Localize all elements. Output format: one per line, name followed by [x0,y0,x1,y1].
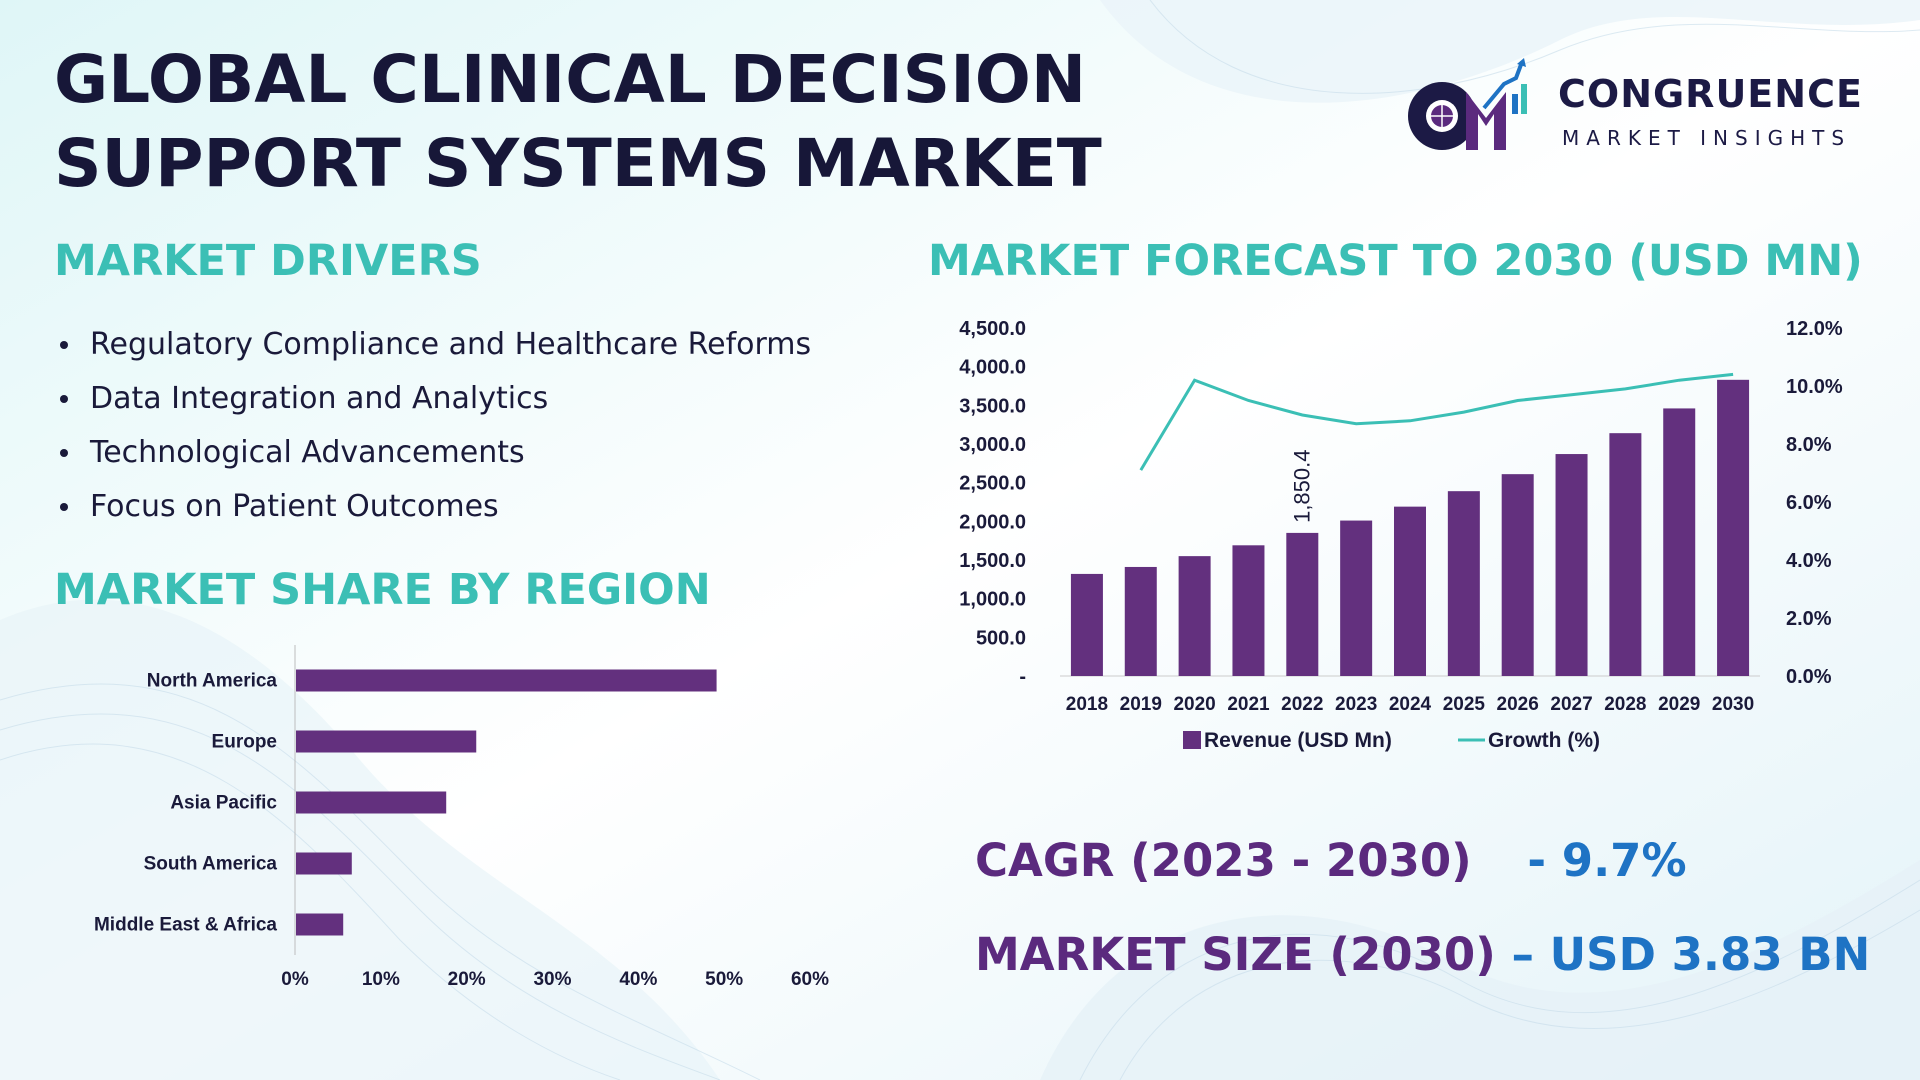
forecast-chart: - 500.0 1,000.0 1,500.0 2,000.0 2,500.0 3,000.… [959,318,1843,752]
driver-text: Technological Advancements [90,435,525,470]
driver-text: Focus on Patient Outcomes [90,489,499,524]
forecast-x-tick-label: 2030 [1712,694,1754,715]
forecast-x-tick-label: 2023 [1335,694,1377,715]
forecast-x-tick-label: 2018 [1066,694,1108,715]
forecast-data-label: 1,850.4 [1289,449,1314,522]
list-item: Data Integration and Analytics [54,372,811,426]
forecast-heading: MARKET FORECAST TO 2030 (USD MN) [928,236,1863,286]
forecast-x-tick-label: 2019 [1120,694,1162,715]
forecast-revenue-bar [1340,520,1373,676]
region-bar [296,791,447,814]
region-share-chart: North America Europe Asia Pacific South Ame… [94,645,829,990]
drivers-heading: MARKET DRIVERS [54,236,482,286]
logo-mark-icon [1408,58,1527,150]
bullet-icon [60,449,68,457]
region-x-tick-label: 40% [619,969,657,990]
forecast-right-tick-label: 6.0% [1786,492,1832,514]
forecast-left-tick-label: 1,500.0 [959,550,1026,572]
region-x-tick-label: 60% [791,969,829,990]
bullet-icon [60,503,68,511]
legend-revenue-label: Revenue (USD Mn) [1204,729,1392,752]
region-category-label: Asia Pacific [170,793,277,814]
forecast-x-tick-label: 2026 [1497,694,1539,715]
forecast-revenue-bar [1609,433,1642,676]
forecast-left-tick-label: 500.0 [976,627,1026,649]
forecast-revenue-bar [1501,474,1534,676]
forecast-right-tick-label: 0.0% [1786,666,1832,688]
page-title-line-2: SUPPORT SYSTEMS MARKET [54,125,1102,202]
list-item: Regulatory Compliance and Healthcare Ref… [54,318,811,372]
forecast-x-tick-label: 2024 [1389,694,1432,715]
forecast-left-tick-label: 3,000.0 [959,434,1026,456]
logo-subtitle: MARKET INSIGHTS [1562,126,1852,150]
forecast-revenue-bar [1447,491,1480,676]
forecast-right-tick-label: 10.0% [1786,376,1843,398]
forecast-right-tick-label: 2.0% [1786,608,1832,630]
market-size-value: – USD 3.83 BN [1511,928,1871,981]
forecast-revenue-bar [1286,532,1319,676]
list-item: Focus on Patient Outcomes [54,480,811,534]
region-category-label: North America [147,671,278,692]
region-bar [296,669,717,692]
forecast-left-tick-label: 4,000.0 [959,357,1026,379]
legend-growth-label: Growth (%) [1488,729,1600,752]
region-x-tick-label: 0% [281,969,309,990]
region-category-label: Europe [212,732,277,753]
region-category-label: South America [144,854,278,875]
forecast-x-tick-label: 2027 [1550,694,1592,715]
forecast-left-tick-label: 1,000.0 [959,589,1026,611]
region-bar [296,730,477,753]
cagr-label: CAGR (2023 - 2030) [975,834,1472,887]
forecast-left-tick-label: - [1019,666,1026,688]
forecast-right-tick-label: 4.0% [1786,550,1832,572]
forecast-revenue-bar [1555,454,1588,676]
forecast-x-tick-label: 2029 [1658,694,1700,715]
region-x-tick-label: 10% [362,969,400,990]
page-title: GLOBAL CLINICAL DECISION SUPPORT SYSTEMS… [54,38,1102,206]
region-heading: MARKET SHARE BY REGION [54,565,711,615]
region-x-tick-label: 50% [705,969,743,990]
driver-text: Data Integration and Analytics [90,381,549,416]
page-title-line-1: GLOBAL CLINICAL DECISION [54,41,1087,118]
region-bar [296,852,352,875]
cagr-kpi: CAGR (2023 - 2030) - 9.7% [975,834,1687,888]
forecast-left-tick-label: 4,500.0 [959,318,1026,340]
forecast-x-tick-label: 2020 [1173,694,1215,715]
legend-revenue-swatch [1183,731,1201,749]
market-size-kpi: MARKET SIZE (2030) – USD 3.83 BN [975,928,1870,982]
logo-brand: CONGRUENCE [1558,72,1863,116]
forecast-left-tick-label: 2,500.0 [959,473,1026,495]
forecast-revenue-bar [1070,573,1103,676]
region-bar [296,913,344,936]
forecast-revenue-bar [1663,408,1696,676]
forecast-right-tick-label: 8.0% [1786,434,1832,456]
driver-text: Regulatory Compliance and Healthcare Ref… [90,327,812,362]
company-logo: CONGRUENCE MARKET INSIGHTS [1400,58,1880,168]
forecast-growth-line [1139,372,1734,471]
cagr-value: - 9.7% [1527,834,1687,887]
forecast-left-tick-label: 3,500.0 [959,395,1026,417]
forecast-revenue-bar [1178,556,1211,676]
bullet-icon [60,341,68,349]
region-category-label: Middle East & Africa [94,915,277,936]
forecast-x-tick-label: 2025 [1443,694,1486,715]
drivers-list: Regulatory Compliance and Healthcare Ref… [54,318,811,534]
list-item: Technological Advancements [54,426,811,480]
forecast-right-tick-label: 12.0% [1786,318,1843,340]
forecast-x-tick-label: 2021 [1227,694,1270,715]
forecast-x-tick-label: 2028 [1604,694,1646,715]
forecast-left-tick-label: 2,000.0 [959,511,1026,533]
forecast-x-tick-label: 2022 [1281,694,1323,715]
bullet-icon [60,395,68,403]
forecast-revenue-bar [1124,566,1157,676]
forecast-revenue-bar [1717,379,1750,676]
region-x-tick-label: 30% [533,969,571,990]
region-x-tick-label: 20% [448,969,486,990]
forecast-revenue-bar [1232,545,1265,676]
market-size-label: MARKET SIZE (2030) [975,928,1496,981]
forecast-revenue-bar [1394,506,1426,676]
